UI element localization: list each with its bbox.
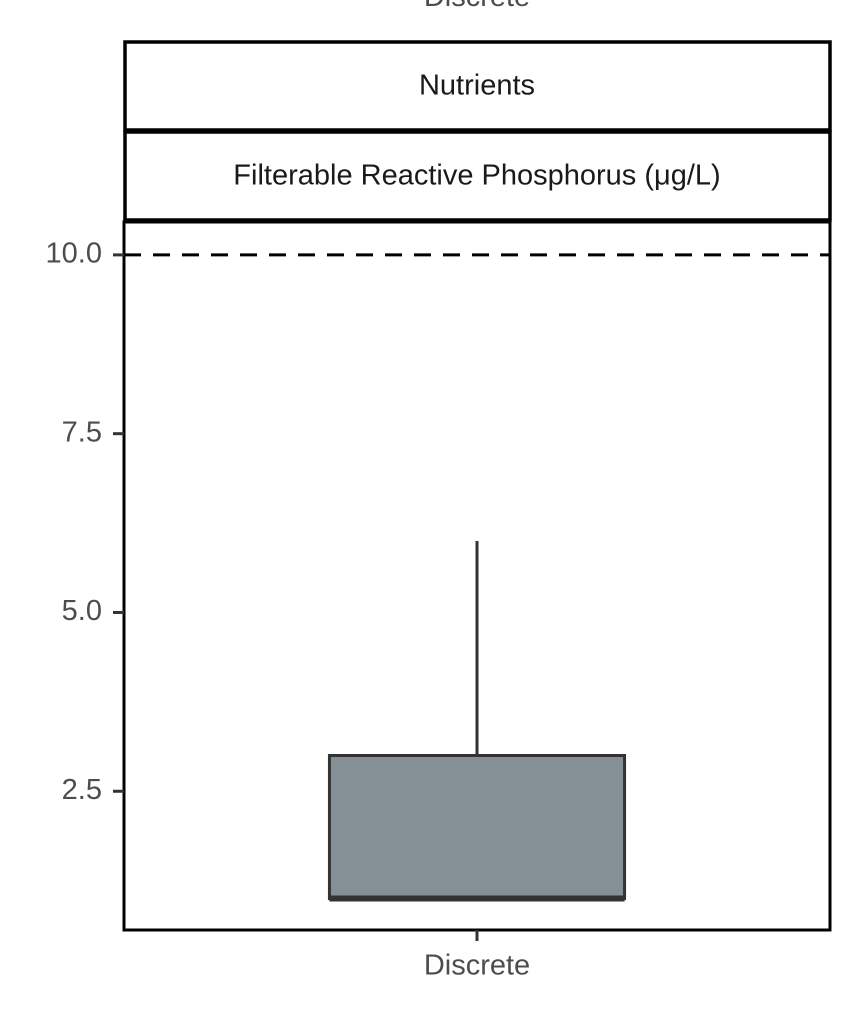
box [327,754,627,901]
y-tick-label: 7.5 [62,416,102,448]
y-tick-label: 2.5 [62,774,102,806]
strip-box [123,130,832,222]
strip-box [123,40,832,132]
y-tick-label: 10.0 [46,238,102,270]
x-tick-label: Discrete [424,950,530,982]
strip-label: Filterable Reactive Phosphorus (μg/L) [233,160,720,192]
strip-label: Nutrients [419,70,535,102]
y-tick-label: 5.0 [62,595,102,627]
facet-label: Discrete [424,0,530,13]
